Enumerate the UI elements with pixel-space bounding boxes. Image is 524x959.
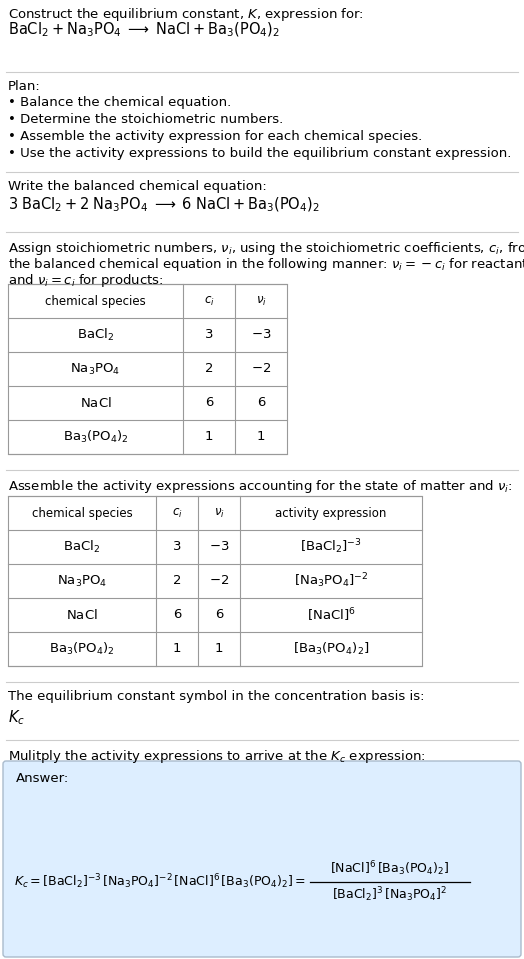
Text: $-3$: $-3$: [209, 541, 229, 553]
Text: $\mathrm{Ba_3(PO_4)_2}$: $\mathrm{Ba_3(PO_4)_2}$: [49, 641, 115, 657]
Text: • Assemble the activity expression for each chemical species.: • Assemble the activity expression for e…: [8, 130, 422, 143]
Text: $\mathrm{BaCl_2}$: $\mathrm{BaCl_2}$: [77, 327, 114, 343]
Bar: [8, 496, 422, 666]
Text: $\mathrm{NaCl}$: $\mathrm{NaCl}$: [66, 608, 98, 622]
Text: 1: 1: [257, 431, 265, 443]
Text: $\mathrm{BaCl_2}$: $\mathrm{BaCl_2}$: [63, 539, 101, 555]
Text: chemical species: chemical species: [45, 294, 146, 308]
Text: 1: 1: [205, 431, 213, 443]
Text: $\mathrm{Na_3PO_4}$: $\mathrm{Na_3PO_4}$: [57, 573, 107, 589]
Text: 2: 2: [173, 574, 181, 588]
Text: $[\mathrm{BaCl_2}]^{3}\,[\mathrm{Na_3PO_4}]^{2}$: $[\mathrm{BaCl_2}]^{3}\,[\mathrm{Na_3PO_…: [332, 885, 447, 904]
Text: 1: 1: [215, 643, 223, 656]
Text: $\nu_i$: $\nu_i$: [256, 294, 266, 308]
Text: Assign stoichiometric numbers, $\nu_i$, using the stoichiometric coefficients, $: Assign stoichiometric numbers, $\nu_i$, …: [8, 240, 524, 257]
Text: $\mathrm{Ba_3(PO_4)_2}$: $\mathrm{Ba_3(PO_4)_2}$: [63, 429, 128, 445]
Text: $[\mathrm{BaCl_2}]^{-3}$: $[\mathrm{BaCl_2}]^{-3}$: [300, 538, 362, 556]
Text: $c_i$: $c_i$: [172, 506, 182, 520]
Text: The equilibrium constant symbol in the concentration basis is:: The equilibrium constant symbol in the c…: [8, 690, 424, 703]
Text: Assemble the activity expressions accounting for the state of matter and $\nu_i$: Assemble the activity expressions accoun…: [8, 478, 512, 495]
Text: • Determine the stoichiometric numbers.: • Determine the stoichiometric numbers.: [8, 113, 283, 126]
Text: $-2$: $-2$: [251, 363, 271, 376]
Text: $K_c$: $K_c$: [8, 708, 25, 727]
Text: $[\mathrm{NaCl}]^{6}$: $[\mathrm{NaCl}]^{6}$: [307, 606, 355, 623]
Text: Mulitply the activity expressions to arrive at the $K_c$ expression:: Mulitply the activity expressions to arr…: [8, 748, 426, 765]
Text: $\mathrm{Na_3PO_4}$: $\mathrm{Na_3PO_4}$: [70, 362, 121, 377]
Text: 6: 6: [173, 609, 181, 621]
Text: $\mathrm{BaCl_2 + Na_3PO_4 \;\longrightarrow\; NaCl + Ba_3(PO_4)_2}$: $\mathrm{BaCl_2 + Na_3PO_4 \;\longrighta…: [8, 21, 280, 39]
Text: the balanced chemical equation in the following manner: $\nu_i = -c_i$ for react: the balanced chemical equation in the fo…: [8, 256, 524, 273]
Text: $\mathrm{NaCl}$: $\mathrm{NaCl}$: [80, 396, 112, 410]
Text: chemical species: chemical species: [31, 506, 133, 520]
Text: 3: 3: [173, 541, 181, 553]
Text: $[\mathrm{Na_3PO_4}]^{-2}$: $[\mathrm{Na_3PO_4}]^{-2}$: [294, 572, 368, 591]
Text: $[\mathrm{NaCl}]^{6}\,[\mathrm{Ba_3(PO_4)_2}]$: $[\mathrm{NaCl}]^{6}\,[\mathrm{Ba_3(PO_4…: [331, 859, 450, 878]
Text: 2: 2: [205, 363, 213, 376]
Text: 6: 6: [205, 396, 213, 409]
Text: • Balance the chemical equation.: • Balance the chemical equation.: [8, 96, 231, 109]
FancyBboxPatch shape: [3, 761, 521, 957]
Text: 3: 3: [205, 329, 213, 341]
Text: $c_i$: $c_i$: [204, 294, 214, 308]
Text: activity expression: activity expression: [275, 506, 387, 520]
Text: Plan:: Plan:: [8, 80, 41, 93]
Text: 1: 1: [173, 643, 181, 656]
Text: $K_c = [\mathrm{BaCl_2}]^{-3}\,[\mathrm{Na_3PO_4}]^{-2}\,[\mathrm{NaCl}]^{6}\,[\: $K_c = [\mathrm{BaCl_2}]^{-3}\,[\mathrm{…: [14, 873, 306, 891]
Text: Answer:: Answer:: [16, 772, 69, 785]
Text: $-3$: $-3$: [251, 329, 271, 341]
Text: Write the balanced chemical equation:: Write the balanced chemical equation:: [8, 180, 267, 193]
Text: $-2$: $-2$: [209, 574, 229, 588]
Text: $\nu_i$: $\nu_i$: [214, 506, 224, 520]
Text: and $\nu_i = c_i$ for products:: and $\nu_i = c_i$ for products:: [8, 272, 163, 289]
Text: • Use the activity expressions to build the equilibrium constant expression.: • Use the activity expressions to build …: [8, 147, 511, 160]
Text: 6: 6: [257, 396, 265, 409]
Text: 6: 6: [215, 609, 223, 621]
Bar: [8, 284, 287, 454]
Text: Construct the equilibrium constant, $K$, expression for:: Construct the equilibrium constant, $K$,…: [8, 6, 364, 23]
Text: $\mathrm{3\;BaCl_2 + 2\;Na_3PO_4 \;\longrightarrow\; 6\;NaCl + Ba_3(PO_4)_2}$: $\mathrm{3\;BaCl_2 + 2\;Na_3PO_4 \;\long…: [8, 196, 320, 215]
Text: $[\mathrm{Ba_3(PO_4)_2}]$: $[\mathrm{Ba_3(PO_4)_2}]$: [293, 641, 369, 657]
